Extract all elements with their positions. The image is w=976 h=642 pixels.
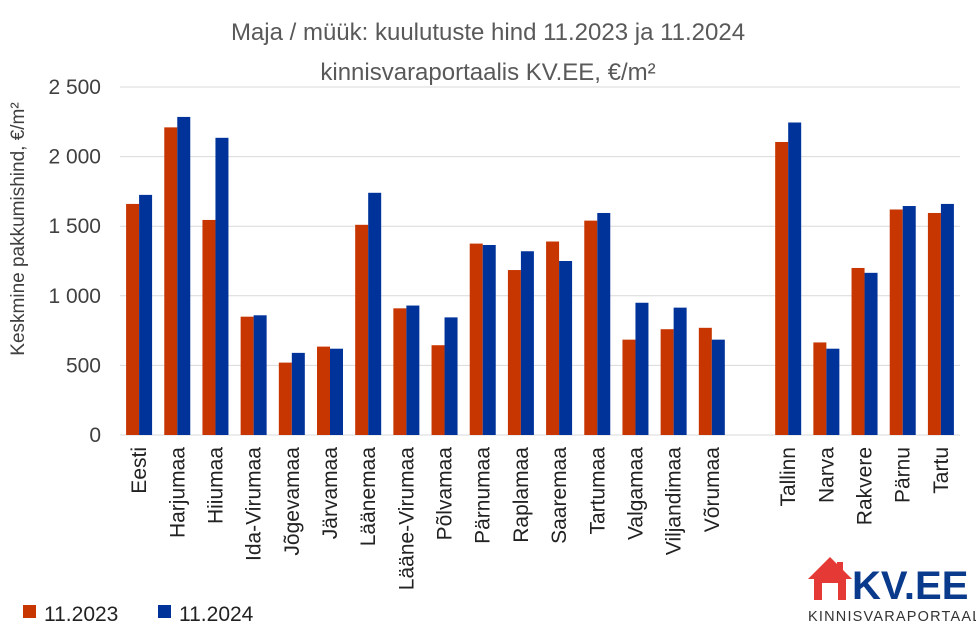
legend-swatch-2023 xyxy=(23,605,36,618)
x-axis-categories: Eesti Harjumaa Hiiumaa Ida-Virumaa Jõgevamaa… xyxy=(128,447,953,591)
bar-11.2024-Harjumaa xyxy=(177,116,191,435)
bar-11.2024-Tartu xyxy=(940,203,954,435)
bar-11.2023-Tartumaa xyxy=(584,220,598,435)
x-category-label: Jõgevamaa xyxy=(281,447,304,556)
bar-11.2024-Viljandimaa xyxy=(673,307,687,435)
bar-11.2024-Järvamaa xyxy=(330,348,343,435)
bar-11.2024-Narva xyxy=(826,348,840,435)
x-category-label: Viljandimaa xyxy=(663,447,686,555)
x-category-label: Võrumaa xyxy=(701,447,724,533)
legend-label-2023: 11.2023 xyxy=(44,603,118,626)
bar-11.2023-Pärnumaa xyxy=(469,243,483,435)
x-category-label: Ida-Virumaa xyxy=(243,447,266,561)
bar-11.2024-Raplamaa xyxy=(520,251,534,435)
y-tick-label: 1 500 xyxy=(48,215,101,238)
legend-label-2024: 11.2024 xyxy=(179,603,254,626)
house-icon xyxy=(808,557,852,600)
bar-11.2023-Lääne-Virumaa xyxy=(393,308,407,435)
chart-title: Maja / müük: kuulutuste hind 11.2023 ja … xyxy=(231,19,745,46)
bar-11.2024-Jõgevamaa xyxy=(291,352,305,435)
x-category-label: Eesti xyxy=(128,447,151,494)
x-category-label: Rakvere xyxy=(854,447,877,525)
bar-11.2024-Eesti xyxy=(139,194,153,435)
bar-11.2023-Valgamaa xyxy=(622,339,636,435)
bar-11.2023-Ida-Virumaa xyxy=(240,316,254,435)
x-category-label: Tartu xyxy=(930,447,953,494)
bar-11.2023-Saaremaa xyxy=(546,241,560,435)
bar-11.2023-Põlvamaa xyxy=(431,345,445,435)
bar-11.2023-Rakvere xyxy=(851,267,865,435)
bar-11.2024-Rakvere xyxy=(864,272,878,435)
y-tick-label: 1 000 xyxy=(48,285,101,308)
x-category-label: Narva xyxy=(815,447,838,503)
bars xyxy=(126,116,954,436)
bar-11.2023-Läänemaa xyxy=(355,224,369,435)
bar-11.2024-Saaremaa xyxy=(559,261,573,435)
bar-11.2023-Võrumaa xyxy=(698,327,712,435)
bar-11.2023-Tallinn xyxy=(775,141,789,435)
bar-11.2023-Järvamaa xyxy=(317,346,330,435)
x-category-label: Tartumaa xyxy=(586,447,609,535)
bar-11.2023-Viljandimaa xyxy=(660,329,674,435)
y-tick-label: 2 500 xyxy=(48,76,101,99)
y-tick-label: 2 000 xyxy=(48,146,101,169)
bar-11.2024-Tartumaa xyxy=(597,212,611,435)
bar-11.2023-Eesti xyxy=(126,203,140,435)
x-category-label: Pärnumaa xyxy=(472,447,495,544)
bar-11.2024-Ida-Virumaa xyxy=(253,315,267,435)
bar-11.2023-Hiiumaa xyxy=(202,219,216,435)
x-category-label: Saaremaa xyxy=(548,447,571,544)
x-category-label: Harjumaa xyxy=(166,447,189,538)
bar-11.2023-Pärnu xyxy=(889,209,903,435)
bar-11.2024-Hiiumaa xyxy=(215,137,229,436)
bar-11.2024-Lääne-Virumaa xyxy=(406,305,420,435)
bar-11.2024-Põlvamaa xyxy=(444,317,458,435)
bar-11.2023-Raplamaa xyxy=(507,270,521,435)
bar-11.2023-Jõgevamaa xyxy=(278,362,292,435)
x-category-label: Läänemaa xyxy=(357,447,380,547)
legend: 11.2023 11.2024 xyxy=(23,603,254,626)
x-category-label: Järvamaa xyxy=(319,447,342,540)
x-category-label: Tallinn xyxy=(777,447,800,507)
x-category-label: Lääne-Virumaa xyxy=(395,447,418,591)
bar-11.2023-Harjumaa xyxy=(164,127,178,436)
x-category-label: Raplamaa xyxy=(510,447,533,543)
bar-11.2024-Läänemaa xyxy=(368,192,382,435)
bar-11.2024-Pärnu xyxy=(902,206,916,435)
chart-subtitle: kinnisvaraportaalis KV.EE, €/m² xyxy=(320,59,655,86)
bar-11.2023-Tartu xyxy=(927,212,941,435)
bar-11.2024-Tallinn xyxy=(788,122,802,435)
y-axis-label: Keskmine pakkumishind, €/m² xyxy=(8,102,29,355)
bar-11.2023-Narva xyxy=(813,342,827,435)
y-tick-label: 500 xyxy=(66,354,101,377)
y-tick-label: 0 xyxy=(89,424,101,447)
x-category-label: Valgamaa xyxy=(624,447,647,540)
kvee-logo: KV.EE KINNISVARAPORTAAL xyxy=(808,557,976,625)
bar-11.2024-Võrumaa xyxy=(711,339,725,435)
bar-11.2024-Valgamaa xyxy=(635,302,649,435)
legend-swatch-2024 xyxy=(158,605,171,618)
logo-brand: KV.EE xyxy=(852,564,968,608)
x-category-label: Hiiumaa xyxy=(204,447,227,524)
x-category-label: Pärnu xyxy=(892,447,915,503)
bar-11.2024-Pärnumaa xyxy=(482,244,496,435)
x-category-label: Põlvamaa xyxy=(434,447,457,541)
logo-tagline: KINNISVARAPORTAAL xyxy=(808,609,976,625)
y-axis-ticks: 0 500 1 000 1 500 2 000 2 500 xyxy=(48,76,101,447)
